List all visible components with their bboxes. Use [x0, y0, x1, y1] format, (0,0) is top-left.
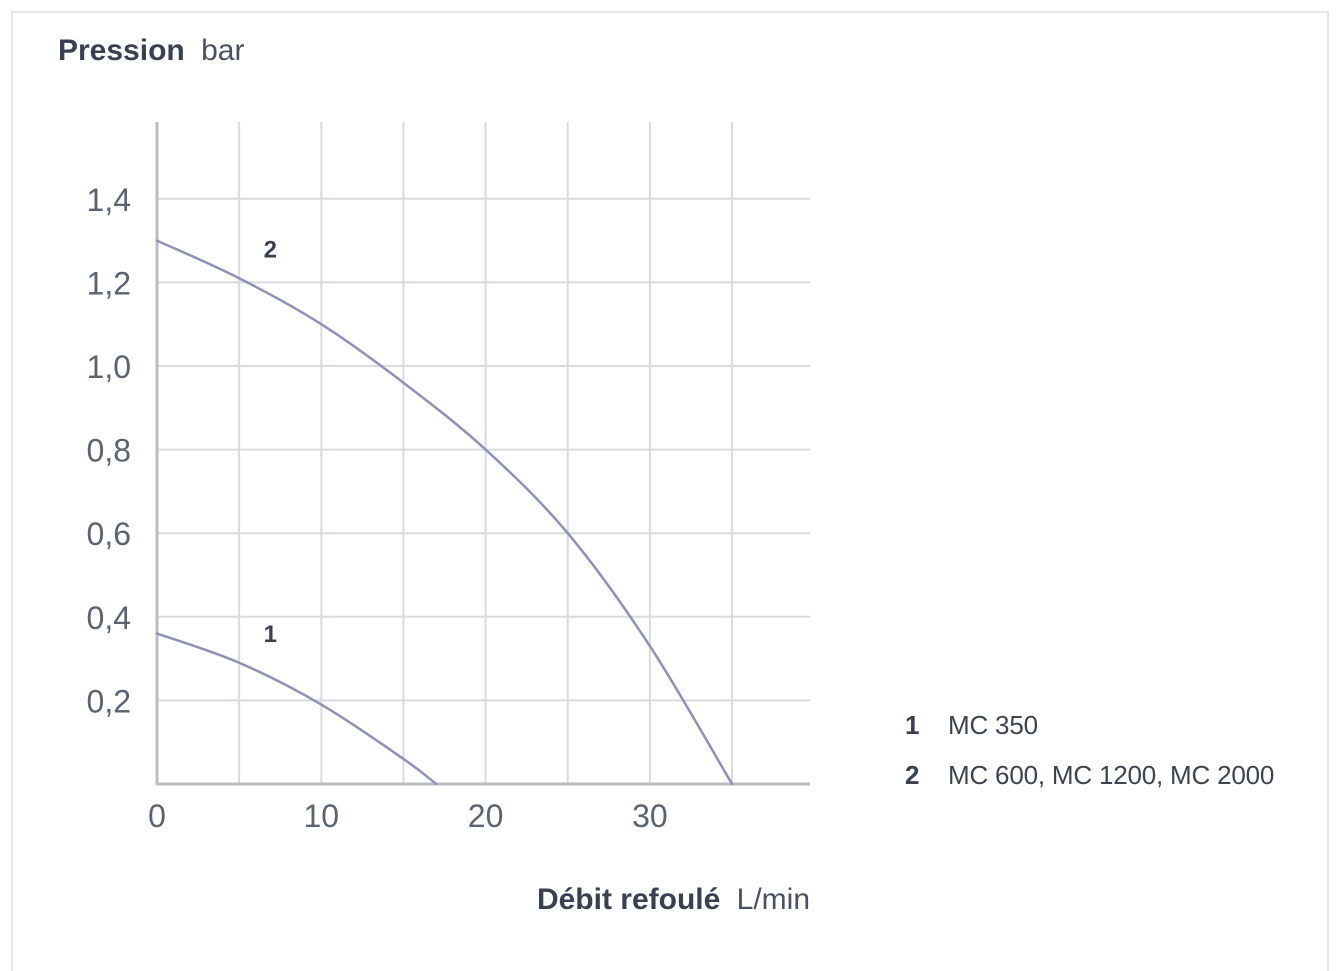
- curve-label-1: 1: [264, 621, 277, 648]
- legend: 1 MC 350 2 MC 600, MC 1200, MC 2000: [905, 700, 1274, 800]
- x-tick-label: 30: [632, 798, 668, 834]
- y-tick-label: 0,2: [87, 683, 131, 719]
- legend-number: 1: [905, 709, 920, 740]
- y-axis-title-bold: Pression: [58, 34, 185, 67]
- curve-label-2: 2: [264, 236, 277, 263]
- legend-label: MC 600, MC 1200, MC 2000: [948, 759, 1275, 790]
- y-tick-label: 1,4: [87, 182, 131, 218]
- y-tick-label: 0,4: [87, 600, 131, 636]
- y-tick-label: 0,8: [87, 433, 131, 469]
- series-line-1: [155, 632, 438, 786]
- axes: [155, 122, 810, 786]
- y-axis-title: Pression bar: [58, 34, 244, 67]
- x-axis-title-bold: Débit refoulé: [537, 883, 720, 916]
- x-tick-label: 10: [304, 798, 340, 834]
- y-axis-title-unit: bar: [201, 34, 244, 67]
- series: [155, 239, 734, 786]
- y-tick-label: 1,2: [87, 265, 131, 301]
- tick-labels: 0,2 0,4 0,6 0,8 1,0 1,2 1,4 0 10 20 30: [87, 182, 668, 834]
- grid: [157, 122, 810, 784]
- chart-frame: [11, 11, 1329, 971]
- legend-item-1: 1 MC 350: [905, 700, 1274, 750]
- x-axis-title-unit: L/min: [737, 883, 810, 916]
- x-axis-title: Débit refoulé L/min: [537, 883, 810, 916]
- x-tick-label: 20: [468, 798, 504, 834]
- legend-label: MC 350: [948, 709, 1038, 740]
- legend-item-2: 2 MC 600, MC 1200, MC 2000: [905, 750, 1274, 800]
- x-tick-label: 0: [148, 798, 166, 834]
- curve-labels: 21: [264, 236, 277, 648]
- legend-number: 2: [905, 759, 920, 790]
- series-line-2: [155, 239, 734, 786]
- y-tick-label: 1,0: [87, 349, 131, 385]
- y-tick-label: 0,6: [87, 516, 131, 552]
